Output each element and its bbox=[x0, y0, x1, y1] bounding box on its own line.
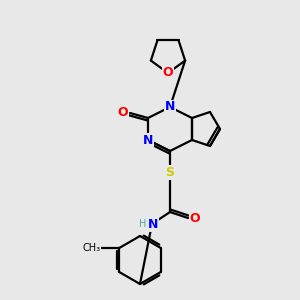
Text: O: O bbox=[190, 212, 200, 224]
Text: O: O bbox=[163, 67, 173, 80]
Text: N: N bbox=[165, 100, 175, 113]
Text: S: S bbox=[166, 166, 175, 178]
Text: CH₃: CH₃ bbox=[82, 243, 100, 253]
Text: O: O bbox=[118, 106, 128, 119]
Text: H: H bbox=[139, 219, 146, 229]
Text: N: N bbox=[143, 134, 153, 146]
Text: N: N bbox=[148, 218, 158, 230]
